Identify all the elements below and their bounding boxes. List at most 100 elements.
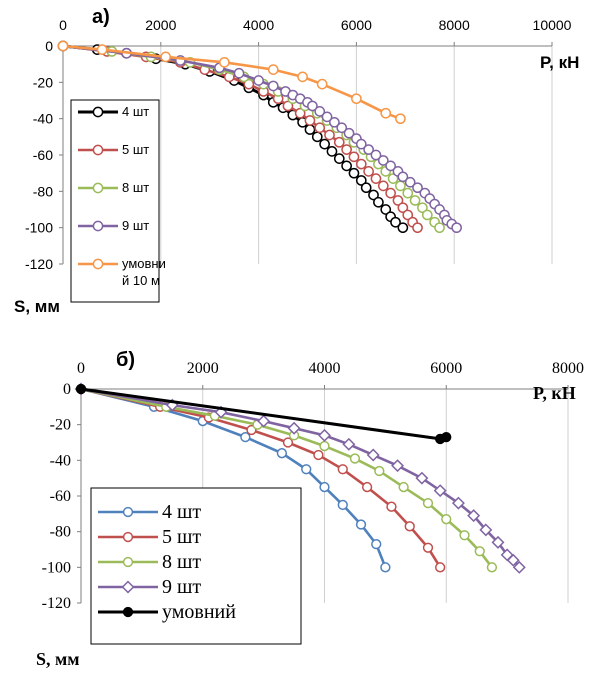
panel-a-data-point: [385, 187, 396, 199]
panel-b-data-point: [75, 383, 87, 395]
panel-a-data-point: [380, 204, 392, 215]
panel-b-legend-item: умовний: [98, 601, 236, 623]
panel-b-x-tick-label: 4000: [309, 360, 341, 377]
panel-b-data-point: [122, 606, 134, 618]
panel-a-data-point: [395, 180, 406, 192]
panel-a-data-point: [402, 209, 414, 221]
panel-a-data-point: [363, 166, 374, 177]
panel-a-tick-labels: 0 2000 4000 6000 8000 10000 0 -20 -40 -60 -80 -100 -…: [25, 17, 572, 272]
panel-b-legend-item: 9 шт: [98, 576, 201, 598]
chart-panel-b: 0 2000 4000 6000 8000 0 -20 -40 -60 -80 -100 -120 б…: [36, 349, 584, 669]
panel-a-data-point: [96, 44, 108, 55]
panel-b-data-point: [121, 580, 135, 594]
panel-b-y-axis-title: S, мм: [36, 649, 80, 669]
panel-b-data-point: [451, 496, 465, 510]
panel-a-data-point: [392, 195, 404, 206]
panel-a-data-point: [326, 146, 338, 157]
panel-b-x-tick-label: 0: [77, 360, 85, 377]
panel-a-data-point: [404, 176, 416, 188]
panel-a-data-point: [316, 78, 328, 90]
panel-a-data-point: [297, 71, 308, 83]
panel-a-legend-item: 9 шт: [78, 218, 149, 233]
panel-a-data-point: [348, 167, 360, 179]
panel-b-data-point: [479, 523, 493, 537]
panel-b-data-point: [486, 562, 498, 573]
panel-b-y-tick-label: -20: [50, 417, 71, 434]
panel-a-data-point: [368, 189, 379, 201]
panel-a-data-point: [304, 115, 316, 126]
panel-a-data-point: [412, 182, 423, 194]
chart-panel-a: 0 2000 4000 6000 8000 10000 0 -20 -40 -60 -80 -100 -…: [14, 6, 579, 316]
panel-a-y-tick-label: -60: [33, 147, 53, 163]
panel-a-data-point: [336, 122, 348, 134]
panel-b-data-point: [318, 428, 331, 442]
panel-a-x-tick-label: 4000: [243, 17, 274, 33]
panel-b-data-point: [433, 484, 447, 498]
panel-a-data-point: [385, 160, 396, 172]
panel-a-data-point: [294, 107, 306, 119]
panel-a-data-point: [321, 111, 333, 123]
panel-a-data-point: [92, 144, 104, 156]
panel-a-data-point: [380, 107, 392, 119]
panel-a-data-point: [92, 182, 104, 194]
panel-a-data-point: [434, 222, 445, 234]
panel-b-y-tick-label: -80: [50, 524, 71, 541]
panel-b-data-point: [474, 546, 485, 557]
panel-b-data-point: [459, 530, 470, 541]
panel-a-data-point: [333, 153, 345, 164]
panel-a-data-point: [314, 106, 326, 117]
panel-b-series: [74, 382, 526, 574]
panel-b-data-point: [422, 497, 434, 509]
panel-a-x-tick-label: 0: [59, 17, 67, 33]
panel-a-data-point: [267, 80, 279, 92]
panel-b-data-point: [404, 521, 415, 532]
panel-b-legend-label: 8 шт: [162, 551, 201, 573]
panel-b-x-tick-label: 8000: [552, 360, 584, 377]
panel-a-data-point: [329, 116, 340, 128]
panel-a-y-axis-title: S, мм: [14, 297, 60, 316]
panel-a-data-point: [355, 138, 367, 150]
panel-b-data-point: [287, 421, 301, 435]
panel-a-data-point: [421, 209, 433, 221]
panel-a-y-tick-label: -80: [33, 183, 53, 199]
panel-b-data-point: [386, 501, 397, 512]
panel-a-legend-label: 5 шт: [122, 142, 149, 157]
panel-a-y-tick-label: 0: [45, 38, 53, 54]
panel-a-data-point: [412, 222, 423, 234]
panel-a-data-point: [304, 124, 316, 135]
panel-a-series: [57, 40, 462, 234]
panel-b-data-point: [282, 437, 294, 448]
panel-a-data-point: [360, 182, 372, 194]
panel-b-data-point: [122, 531, 134, 543]
panel-a-legend-item: умовни й 10 м: [78, 256, 166, 288]
panel-b-data-point: [319, 481, 330, 493]
panel-a-legend-label: 4 шт: [122, 104, 149, 119]
panel-a-data-point: [355, 158, 367, 170]
panel-a-data-point: [341, 144, 352, 155]
panel-a-data-point: [92, 258, 104, 270]
panel-a-x-tick-label: 10000: [533, 17, 572, 33]
panel-b-data-point: [391, 459, 405, 473]
panel-b-data-point: [122, 556, 134, 568]
panel-a-x-tick-label: 6000: [341, 17, 372, 33]
panel-a-data-point: [395, 113, 406, 125]
panel-b-data-point: [313, 449, 324, 461]
panel-a-legend-label-cont: й 10 м: [122, 273, 160, 288]
panel-b-data-point: [380, 562, 391, 573]
panel-b-tick-labels: 0 2000 4000 6000 8000 0 -20 -40 -60 -80 -100 -120: [42, 360, 584, 612]
panel-a-data-point: [451, 222, 462, 234]
panel-a-data-point: [324, 129, 335, 141]
panel-a-data-point: [397, 202, 409, 214]
panel-b-data-point: [371, 539, 382, 550]
panel-b-data-point: [240, 432, 251, 443]
panel-a-y-tick-label: -100: [25, 220, 53, 236]
panel-a-x-tick-label: 8000: [439, 17, 470, 33]
panel-a-y-tick-label: -40: [33, 111, 53, 127]
panel-b-data-point: [467, 509, 481, 523]
panel-a-data-point: [92, 106, 104, 118]
panel-a-legend-item: 5 шт: [78, 142, 149, 157]
panel-b-legend-label: умовний: [162, 601, 236, 623]
panel-b-legend-label: 4 шт: [162, 501, 201, 523]
panel-a-data-point: [319, 138, 330, 150]
panel-a-y-tick-label: -20: [33, 74, 53, 90]
